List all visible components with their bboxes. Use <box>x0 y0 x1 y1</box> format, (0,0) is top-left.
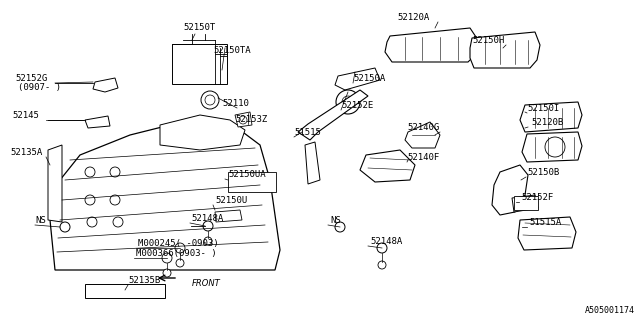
Bar <box>172 44 227 84</box>
Polygon shape <box>160 115 245 150</box>
Text: 52135B: 52135B <box>128 276 160 285</box>
Polygon shape <box>48 145 62 222</box>
Circle shape <box>205 95 215 105</box>
Text: NS: NS <box>330 216 340 225</box>
Circle shape <box>87 217 97 227</box>
Text: 52120B: 52120B <box>531 118 563 127</box>
Text: 52152E: 52152E <box>341 101 373 110</box>
Text: 51515: 51515 <box>294 128 321 137</box>
Polygon shape <box>215 210 242 222</box>
Polygon shape <box>520 102 582 132</box>
Polygon shape <box>305 142 320 184</box>
Circle shape <box>162 253 172 263</box>
Circle shape <box>336 90 360 114</box>
Text: 52150U: 52150U <box>215 196 247 205</box>
Polygon shape <box>512 195 538 212</box>
Text: 52153Z: 52153Z <box>235 115 268 124</box>
Circle shape <box>110 167 120 177</box>
Circle shape <box>545 137 565 157</box>
Circle shape <box>239 116 247 124</box>
Polygon shape <box>50 120 280 270</box>
Text: 52152F: 52152F <box>521 193 553 202</box>
Polygon shape <box>522 132 582 162</box>
Text: 52148A: 52148A <box>370 237 403 246</box>
Text: 52150H: 52150H <box>472 36 504 45</box>
Bar <box>228 172 276 192</box>
Polygon shape <box>405 122 440 148</box>
Circle shape <box>175 243 185 253</box>
Text: 52150A: 52150A <box>353 74 385 83</box>
Text: M000245( -0903): M000245( -0903) <box>138 239 219 248</box>
Circle shape <box>335 222 345 232</box>
Text: 52150TA: 52150TA <box>213 46 251 55</box>
Polygon shape <box>235 112 252 127</box>
Bar <box>514 196 538 210</box>
Text: 52135A: 52135A <box>10 148 42 157</box>
Text: FRONT: FRONT <box>192 279 221 289</box>
Text: 52110: 52110 <box>222 99 249 108</box>
Circle shape <box>342 96 354 108</box>
Circle shape <box>378 261 386 269</box>
Text: 52140F: 52140F <box>407 153 439 162</box>
Text: 52120A: 52120A <box>397 13 429 22</box>
Text: 51515A: 51515A <box>529 218 561 227</box>
Text: NS: NS <box>35 216 45 225</box>
Text: A505001174: A505001174 <box>585 306 635 315</box>
Polygon shape <box>470 32 540 68</box>
Text: 52150B: 52150B <box>527 168 559 177</box>
Text: (0907- ): (0907- ) <box>18 83 61 92</box>
Polygon shape <box>360 150 415 182</box>
Text: 52150UA: 52150UA <box>228 170 266 179</box>
Circle shape <box>163 269 171 277</box>
Polygon shape <box>518 217 576 250</box>
Polygon shape <box>85 116 110 128</box>
Text: 52150I: 52150I <box>527 104 559 113</box>
Polygon shape <box>385 28 478 62</box>
Circle shape <box>176 259 184 267</box>
Polygon shape <box>93 78 118 92</box>
Circle shape <box>377 243 387 253</box>
Circle shape <box>201 91 219 109</box>
Circle shape <box>204 237 212 245</box>
Circle shape <box>85 167 95 177</box>
Text: 52150T: 52150T <box>183 23 215 32</box>
Text: 52148A: 52148A <box>191 214 223 223</box>
Circle shape <box>85 195 95 205</box>
Circle shape <box>203 221 213 231</box>
Polygon shape <box>492 165 528 215</box>
Bar <box>85 284 165 298</box>
Text: M000366(0903- ): M000366(0903- ) <box>136 249 216 258</box>
Polygon shape <box>298 90 368 140</box>
Circle shape <box>113 217 123 227</box>
Circle shape <box>110 195 120 205</box>
Polygon shape <box>335 68 380 90</box>
Text: 52152G: 52152G <box>15 74 47 83</box>
Text: 52140G: 52140G <box>407 123 439 132</box>
Circle shape <box>60 222 70 232</box>
Text: 52145: 52145 <box>12 111 39 120</box>
